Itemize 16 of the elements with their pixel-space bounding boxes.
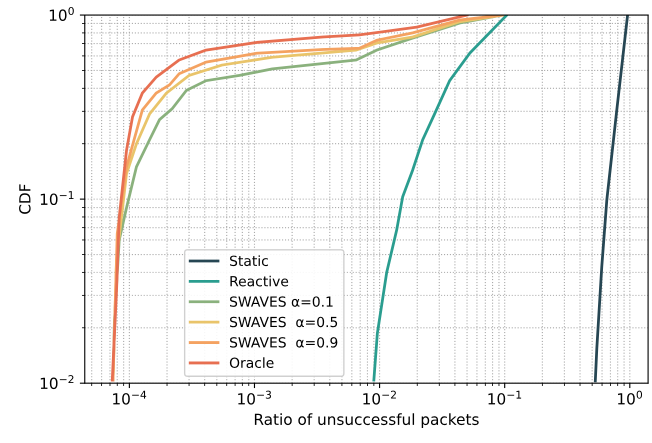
x-axis-title: Ratio of unsuccessful packets — [254, 413, 479, 428]
x-tick-label: 10$^{0}$ — [618, 390, 642, 405]
x-tick-label: 10$^{−3}$ — [238, 390, 272, 405]
y-tick-label: 10$^{0}$ — [50, 6, 74, 21]
x-tick-label: 10$^{−2}$ — [363, 390, 396, 405]
y-axis-title: CDF — [19, 184, 31, 214]
legend-label: Reactive — [230, 276, 288, 286]
y-tick-label: 10$^{−1}$ — [40, 191, 74, 206]
x-tick-label: 10$^{−1}$ — [488, 390, 522, 405]
legend-label: Static — [230, 255, 268, 266]
x-tick-label: 10$^{−4}$ — [113, 390, 146, 405]
legend-label: SWAVES α=0.5 — [230, 316, 338, 328]
legend-label: Oracle — [230, 357, 274, 368]
y-tick-label: 10$^{−2}$ — [40, 375, 74, 390]
legend-label: SWAVES α=0.9 — [230, 337, 338, 348]
legend-label: SWAVES α=0.1 — [230, 296, 333, 307]
